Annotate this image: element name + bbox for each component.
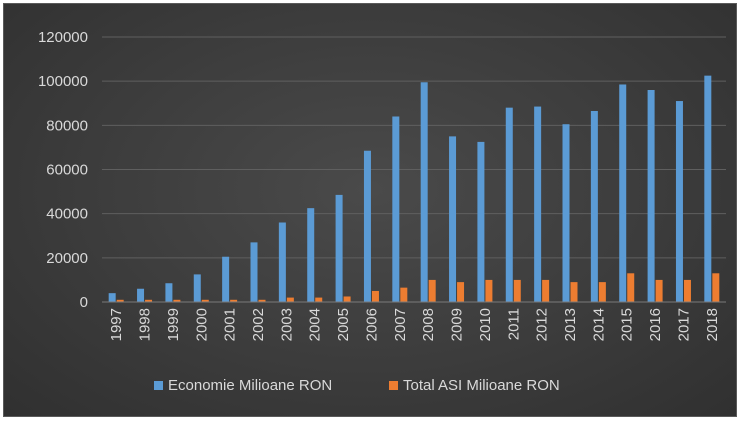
bar-economie <box>363 150 371 302</box>
y-tick-label: 20000 <box>46 250 88 267</box>
bar-economie <box>250 242 258 302</box>
bar-total-asi <box>145 299 153 302</box>
x-tick-label: 2001 <box>222 308 239 341</box>
bar-total-asi <box>655 279 663 302</box>
bar-total-asi <box>343 296 351 302</box>
bar-total-asi <box>598 282 606 302</box>
bar-economie <box>505 107 513 303</box>
x-tick-label: 1998 <box>137 308 154 341</box>
bar-total-asi <box>371 290 379 302</box>
bar-total-asi <box>712 273 720 302</box>
x-tick-label: 2005 <box>335 308 352 341</box>
legend-swatch <box>154 381 163 390</box>
bar-total-asi <box>683 279 691 302</box>
bar-total-asi <box>627 273 635 302</box>
legend: Economie Milioane RON Total ASI Milioane … <box>154 377 560 394</box>
chart-area: 0 20000 40000 60000 80000 100000 120000 1997 19… <box>3 3 737 417</box>
bar-total-asi <box>315 297 323 302</box>
y-tick-label: 100000 <box>38 73 88 90</box>
y-tick-label: 120000 <box>38 29 88 46</box>
x-tick-label: 2002 <box>250 308 267 341</box>
x-tick-label: 2000 <box>193 308 210 341</box>
legend-label: Economie Milioane RON <box>168 377 332 394</box>
x-tick-label: 2016 <box>647 308 664 341</box>
bar-economie <box>420 82 428 302</box>
y-tick-label: 0 <box>80 294 88 311</box>
x-tick-label: 2014 <box>590 308 607 341</box>
x-tick-label: 2003 <box>278 308 295 341</box>
legend-label: Total ASI Milioane RON <box>403 377 560 394</box>
y-tick-label: 60000 <box>46 162 88 179</box>
bar-economie <box>619 84 627 303</box>
bar-total-asi <box>513 279 521 302</box>
bar-economie <box>137 288 145 302</box>
bar-economie <box>392 116 400 302</box>
bar-economie <box>704 75 712 302</box>
x-tick-label: 2008 <box>420 308 437 341</box>
x-tick-label: 2011 <box>505 308 522 340</box>
bar-total-asi <box>542 279 550 302</box>
y-axis-ticks: 0 20000 40000 60000 80000 100000 120000 <box>38 29 88 311</box>
x-tick-label: 2004 <box>307 308 324 341</box>
bar-economie <box>307 208 315 302</box>
gridlines <box>102 36 726 259</box>
bar-total-asi <box>230 299 238 302</box>
bar-total-asi <box>173 299 181 302</box>
bar-economie <box>108 293 116 302</box>
bar-economie <box>335 194 343 302</box>
y-tick-label: 80000 <box>46 117 88 134</box>
bar-total-asi <box>258 299 266 302</box>
bar-economie <box>590 110 598 303</box>
x-tick-label: 2009 <box>449 308 466 341</box>
bar-economie <box>675 101 683 303</box>
x-axis-ticks: 1997 1998 1999 2000 2001 2002 2003 2004 2005 2006… <box>108 308 721 341</box>
x-tick-label: 2010 <box>477 308 494 341</box>
x-tick-label: 2018 <box>704 308 721 341</box>
bar-total-asi <box>201 299 209 302</box>
bar-total-asi <box>116 299 124 302</box>
x-tick-label: 2015 <box>619 308 636 341</box>
bar-total-asi <box>286 297 294 302</box>
x-tick-label: 2007 <box>392 308 409 341</box>
bar-economie <box>449 136 457 302</box>
bar-economie <box>165 283 173 302</box>
bars <box>108 75 720 303</box>
bar-economie <box>278 222 286 302</box>
bar-total-asi <box>400 287 408 302</box>
bar-total-asi <box>570 282 578 302</box>
x-tick-label: 1999 <box>165 308 182 341</box>
y-tick-label: 40000 <box>46 206 88 223</box>
x-tick-label: 2006 <box>363 308 380 341</box>
bar-total-asi <box>485 279 493 302</box>
bar-economie <box>477 141 485 302</box>
x-tick-label: 2013 <box>562 308 579 341</box>
bar-economie <box>222 256 230 302</box>
bar-economie <box>193 274 201 302</box>
bar-economie <box>534 106 542 302</box>
bar-economie <box>562 124 570 303</box>
x-tick-label: 2012 <box>534 308 551 341</box>
x-tick-label: 2017 <box>675 308 692 341</box>
bar-total-asi <box>457 282 465 302</box>
bar-economie <box>647 90 655 302</box>
bar-total-asi <box>428 279 436 302</box>
x-tick-label: 1997 <box>108 308 125 341</box>
legend-swatch <box>389 381 398 390</box>
